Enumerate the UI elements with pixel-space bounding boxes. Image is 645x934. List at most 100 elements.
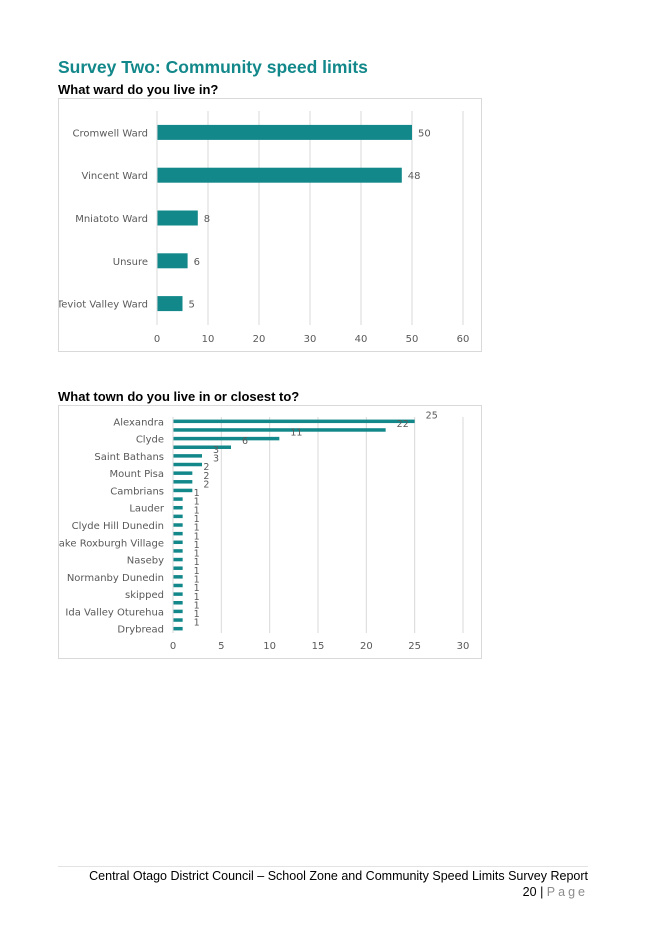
category-label: Clyde [136, 435, 164, 446]
bar-value-label: 1 [194, 540, 200, 551]
bar-value-label: 1 [194, 549, 200, 560]
bar [173, 601, 183, 605]
bar-value-label: 22 [397, 419, 409, 430]
bar-value-label: 6 [194, 257, 200, 268]
category-label: Alexandra [113, 417, 164, 428]
ward-chart: 0 10 20 30 40 50 60 50 Cromwell Ward 48 Vincent Wa… [58, 98, 482, 352]
bar-value-label: 1 [194, 609, 200, 620]
category-label: Lauder [129, 504, 165, 515]
category-label: Cromwell Ward [73, 128, 148, 139]
category-label: Teviot Valley Ward [59, 300, 148, 311]
bar [173, 419, 415, 424]
bar [173, 454, 202, 458]
bar [173, 480, 193, 484]
bar [173, 428, 386, 432]
bar-value-label: 3 [213, 445, 219, 456]
x-tick-label: 30 [457, 641, 470, 652]
bar [173, 471, 193, 475]
bar-value-label: 1 [194, 557, 200, 568]
x-tick-label: 0 [154, 334, 160, 345]
bar [173, 505, 183, 510]
bar [157, 296, 183, 312]
bar [173, 557, 183, 562]
bar-value-label: 2 [203, 462, 209, 473]
bar [157, 124, 412, 140]
bar [157, 167, 402, 183]
category-label: Normanby Dunedin [67, 573, 164, 584]
bar [173, 523, 183, 527]
bar [173, 592, 183, 596]
bar-value-label: 6 [242, 436, 248, 447]
page-number-line: 20 | Page [523, 885, 588, 899]
bar [173, 583, 183, 588]
town-question-title: What town do you live in or closest to? [58, 389, 300, 404]
bar [173, 575, 183, 579]
x-tick-label: 50 [406, 334, 419, 345]
bar [173, 488, 193, 493]
x-tick-label: 20 [253, 334, 266, 345]
category-label: Mniatoto Ward [75, 214, 148, 225]
town-chart: 0 5 10 15 20 25 30 25 Alexandra 22 11 Clyde 6 3 Saint … [58, 405, 482, 659]
bar-value-label: 1 [194, 618, 200, 629]
category-label: Naseby [127, 556, 164, 567]
category-label: Clyde Hill Dunedin [72, 521, 164, 532]
bar-value-label: 5 [189, 300, 195, 311]
bar-value-label: 1 [194, 566, 200, 577]
bar [173, 566, 183, 570]
x-tick-label: 15 [312, 641, 325, 652]
category-label: Drybread [117, 625, 164, 636]
bar [173, 626, 183, 631]
x-tick-label: 10 [263, 641, 276, 652]
bar-value-label: 1 [194, 531, 200, 542]
x-tick-label: 0 [170, 641, 176, 652]
x-tick-label: 30 [304, 334, 317, 345]
bar-value-label: 1 [194, 488, 200, 499]
bar-value-label: 1 [194, 600, 200, 611]
bar-value-label: 3 [213, 454, 219, 465]
category-label: Cambrians [110, 486, 164, 497]
bar [173, 462, 202, 467]
bar [173, 531, 183, 536]
category-label: Ida Valley Oturehua [65, 607, 164, 618]
category-label: skipped [125, 590, 164, 601]
bar-value-label: 8 [204, 214, 210, 225]
bar-value-label: 11 [290, 428, 302, 439]
bar-value-label: 25 [426, 410, 438, 421]
bar [173, 618, 183, 622]
bar [157, 253, 188, 269]
section-title: Survey Two: Community speed limits [58, 57, 368, 77]
bar-value-label: 1 [194, 523, 200, 534]
bar-value-label: 1 [194, 497, 200, 508]
page-number: 20 [522, 885, 537, 899]
bar-value-label: 1 [194, 514, 200, 525]
x-tick-label: 60 [457, 334, 470, 345]
category-label: Unsure [113, 257, 148, 268]
bar [173, 514, 183, 519]
bar [173, 540, 183, 545]
x-tick-label: 25 [408, 641, 421, 652]
bar [173, 609, 183, 614]
bar [173, 445, 231, 449]
bar [173, 436, 280, 441]
category-label: Mount Pisa [110, 469, 164, 480]
bar [157, 210, 198, 226]
bar-value-label: 1 [194, 574, 200, 585]
bar-value-label: 1 [194, 583, 200, 594]
x-tick-label: 10 [202, 334, 215, 345]
bar-value-label: 2 [203, 479, 209, 490]
bar-value-label: 2 [203, 471, 209, 482]
page-separator: | [540, 885, 544, 899]
category-label: Saint Bathans [94, 452, 164, 463]
ward-question-title: What ward do you live in? [58, 82, 219, 97]
bar-value-label: 1 [194, 505, 200, 516]
bar-value-label: 50 [418, 128, 431, 139]
bar [173, 549, 183, 553]
x-tick-label: 20 [360, 641, 373, 652]
x-tick-label: 40 [355, 334, 368, 345]
bar [173, 497, 183, 501]
footer-report-title: Central Otago District Council – School … [89, 869, 588, 883]
category-label: Lake Roxburgh Village [59, 538, 164, 549]
footer-divider [58, 866, 588, 867]
bar-value-label: 1 [194, 592, 200, 603]
